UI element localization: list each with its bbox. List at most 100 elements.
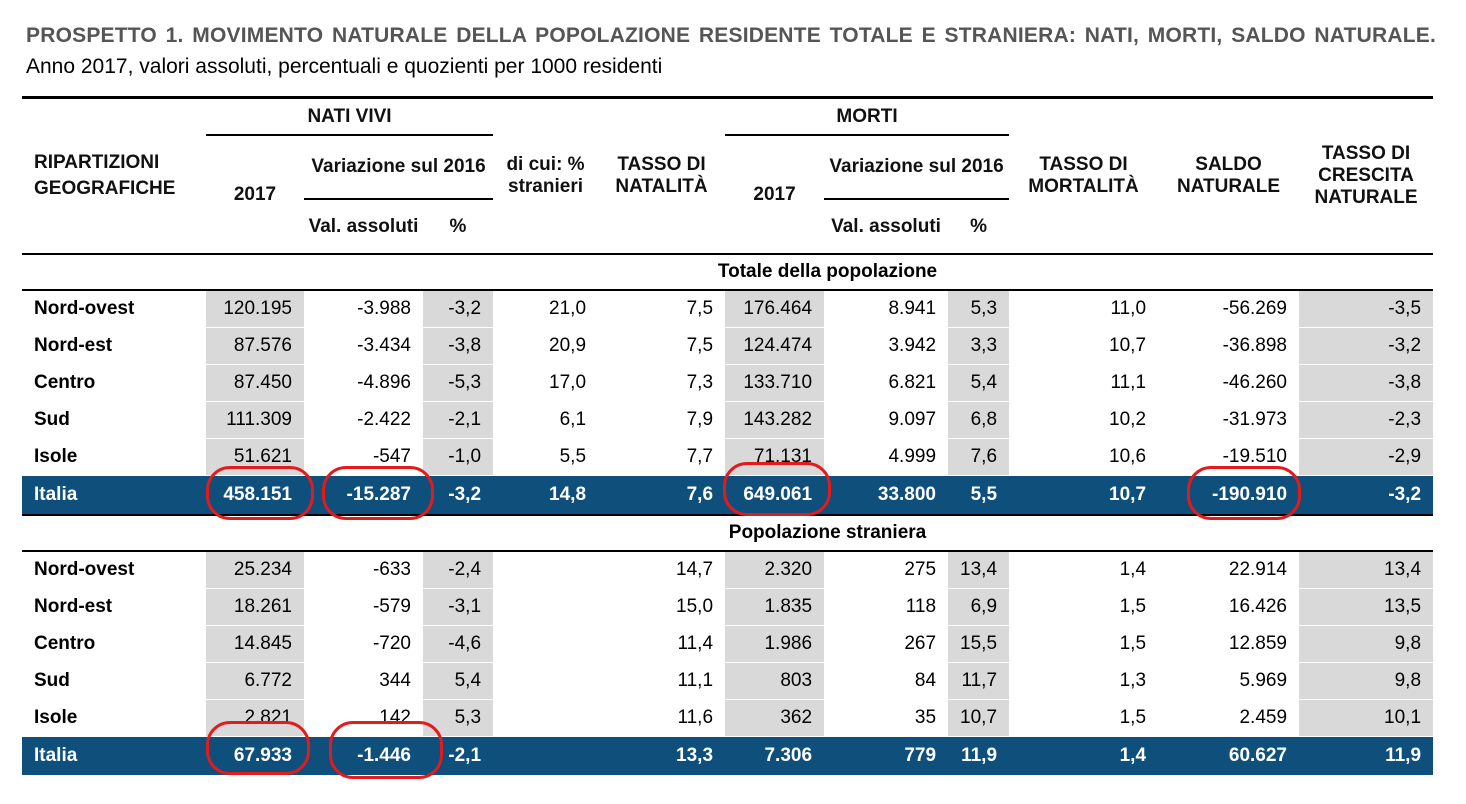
total-cell: 7,6 (598, 475, 726, 515)
header-di-cui-stranieri: di cui: % stranieri (493, 96, 599, 254)
header-nati-pct: % (449, 215, 467, 237)
table-row: Nord-ovest 120.195 -3.988 -3,2 21,0 7,5 176.46… (22, 290, 1434, 328)
population-table: RIPARTIZIONI GEOGRAFICHE NATI VIVI di cu… (22, 96, 1434, 775)
table-cell: 3.942 (824, 327, 949, 365)
table-row: Nord-est 87.576 -3.434 -3,8 20,9 7,5 124.474 3.… (22, 327, 1434, 365)
title-bold: PROSPETTO 1. MOVIMENTO NATURALE DELLA PO… (26, 24, 1436, 47)
table-cell: -31.973 (1158, 401, 1300, 439)
table-cell: -2.422 (304, 401, 423, 439)
table-cell: 22.914 (1158, 551, 1300, 589)
table-cell: -2,9 (1299, 438, 1434, 476)
table-cell: 11,1 (1009, 364, 1159, 402)
total-cell: 60.627 (1158, 736, 1300, 775)
table-row: Sud 6.772 344 5,4 11,1 803 84 11,7 1,3 5.969 9,8 (22, 662, 1434, 700)
table-cell: 5,3 (948, 290, 1010, 328)
total-cell: -3,2 (423, 475, 494, 515)
total-cell: 33.800 (824, 475, 949, 515)
table-cell: 21,0 (493, 290, 599, 328)
table-cell: 5,3 (423, 699, 494, 737)
table-cell: 7,5 (598, 327, 726, 365)
table-row: Nord-ovest 25.234 -633 -2,4 14,7 2.320 275 13,4… (22, 551, 1434, 589)
table-cell (493, 699, 599, 737)
table-cell: -19.510 (1158, 438, 1300, 476)
table-cell: -579 (304, 588, 423, 626)
table-cell: 16.426 (1158, 588, 1300, 626)
total-cell: 1,4 (1009, 736, 1159, 775)
region-name: Nord-ovest (22, 551, 206, 589)
region-name: Nord-ovest (22, 290, 206, 328)
table-cell: 111.309 (206, 401, 304, 439)
table-cell: 10,7 (948, 699, 1010, 737)
table-cell: 84 (824, 662, 949, 700)
table-cell (493, 625, 599, 663)
table-row: Centro 14.845 -720 -4,6 11,4 1.986 267 15,5 1,5 1… (22, 625, 1434, 663)
table-cell: 275 (824, 551, 949, 589)
header-morti: MORTI (725, 96, 1010, 136)
table-cell: 1.986 (725, 625, 825, 663)
total-cell: 7.306 (725, 736, 825, 775)
table-cell: 142 (304, 699, 423, 737)
table-cell: -36.898 (1158, 327, 1300, 365)
region-name: Nord-est (22, 327, 206, 365)
table-cell: 9,8 (1299, 662, 1434, 700)
table-cell: 124.474 (725, 327, 825, 365)
table-cell: 3,3 (948, 327, 1010, 365)
table-cell: 7,7 (598, 438, 726, 476)
table-cell: -633 (304, 551, 423, 589)
header-morti-2017: 2017 (753, 183, 796, 205)
header-saldo-naturale: SALDO NATURALE (1158, 96, 1300, 254)
table-cell: 1,5 (1009, 625, 1159, 663)
table-cell: 143.282 (725, 401, 825, 439)
table-cell: 5,4 (423, 662, 494, 700)
table-cell: 13,4 (1299, 551, 1434, 589)
table-cell: 8.941 (824, 290, 949, 328)
table-cell: 13,5 (1299, 588, 1434, 626)
table-cell: 1,5 (1009, 588, 1159, 626)
table-cell: -720 (304, 625, 423, 663)
header-nati-variazione: Variazione sul 2016 (304, 135, 494, 200)
table-cell: -4.896 (304, 364, 423, 402)
table-cell: 9.097 (824, 401, 949, 439)
table-cell: 10,1 (1299, 699, 1434, 737)
table-cell: 1.835 (725, 588, 825, 626)
table-cell: 6,1 (493, 401, 599, 439)
table-cell: 362 (725, 699, 825, 737)
table-cell: 7,5 (598, 290, 726, 328)
table-cell (493, 588, 599, 626)
table-cell (493, 662, 599, 700)
table-cell: 14.845 (206, 625, 304, 663)
total-label: Italia (22, 475, 206, 515)
title-subtitle: Anno 2017, valori assoluti, percentuali … (26, 55, 663, 78)
total-label: Italia (22, 736, 206, 775)
table-cell: 6,9 (948, 588, 1010, 626)
table-cell: 4.999 (824, 438, 949, 476)
total-cell: -190.910 (1158, 475, 1300, 515)
table-cell: 9,8 (1299, 625, 1434, 663)
table-cell: 10,7 (1009, 327, 1159, 365)
header-ripartizioni: RIPARTIZIONI GEOGRAFICHE (22, 96, 206, 254)
table-cell: 51.621 (206, 438, 304, 476)
total-row: Italia 458.151 -15.287 -3,2 14,8 7,6 649.061 33… (22, 475, 1434, 515)
region-name: Centro (22, 625, 206, 663)
table-cell: 11,4 (598, 625, 726, 663)
table-cell (493, 551, 599, 589)
total-cell: 14,8 (493, 475, 599, 515)
table-cell: -56.269 (1158, 290, 1300, 328)
table-cell: 15,0 (598, 588, 726, 626)
table-cell: 18.261 (206, 588, 304, 626)
table-cell: 5,5 (493, 438, 599, 476)
table-cell: 11,7 (948, 662, 1010, 700)
table-cell: -2,1 (423, 401, 494, 439)
table-cell: -3,8 (423, 327, 494, 365)
table-cell: -3.434 (304, 327, 423, 365)
table-row: Centro 87.450 -4.896 -5,3 17,0 7,3 133.710 6.82… (22, 364, 1434, 402)
table-cell: -2,4 (423, 551, 494, 589)
table-cell: 344 (304, 662, 423, 700)
table-row: Isole 2.821 142 5,3 11,6 362 35 10,7 1,5 2.459 10,… (22, 699, 1434, 737)
table-cell: 11,6 (598, 699, 726, 737)
section-label: Popolazione straniera (22, 514, 1434, 552)
region-name: Sud (22, 662, 206, 700)
total-cell: 11,9 (1299, 736, 1434, 775)
table-cell: -5,3 (423, 364, 494, 402)
table-cell: 35 (824, 699, 949, 737)
